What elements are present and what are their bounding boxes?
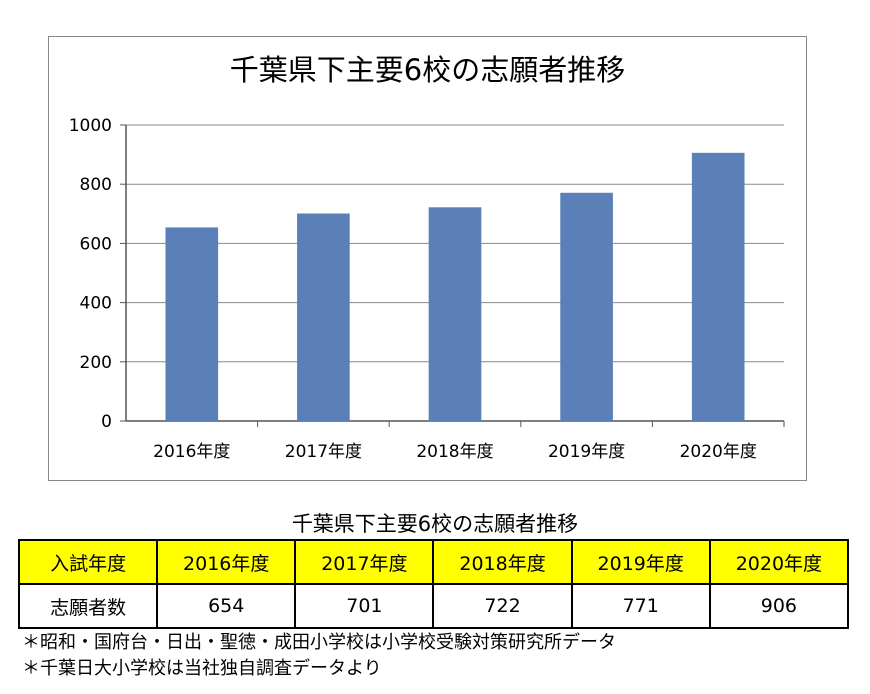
y-tick-label: 800	[80, 175, 112, 195]
value-cell-2019: 771	[570, 583, 711, 629]
value-cell-2016: 654	[156, 583, 297, 629]
chart-title: 千葉県下主要6校の志願者推移	[229, 53, 626, 87]
data-table: 入試年度 2016年度 2017年度 2018年度 2019年度 2020年度 …	[17, 539, 850, 629]
note-source-research: ＊昭和・国府台・日出・聖徳・成田小学校は小学校受験対策研究所データ	[22, 632, 616, 653]
table-title: 千葉県下主要6校の志願者推移	[291, 512, 579, 536]
x-tick-label: 2017年度	[285, 442, 362, 462]
y-tick-label: 200	[80, 353, 112, 373]
x-tick-label: 2020年度	[680, 442, 757, 462]
note-source-own-survey: ＊千葉日大小学校は当社独自調査データより	[22, 658, 382, 679]
header-cell-2020: 2020年度	[708, 539, 850, 585]
table-header-row: 入試年度 2016年度 2017年度 2018年度 2019年度 2020年度	[17, 539, 850, 585]
header-cell-exam-year: 入試年度	[17, 539, 159, 585]
bar	[428, 207, 482, 421]
header-cell-2019: 2019年度	[570, 539, 711, 585]
value-cell-2017: 701	[294, 583, 435, 629]
bar	[297, 213, 350, 421]
bar	[165, 227, 219, 421]
y-tick-label: 600	[80, 234, 112, 254]
bar	[691, 152, 745, 421]
value-cell-2020: 906	[708, 583, 850, 629]
value-cell-2018: 722	[432, 583, 573, 629]
x-tick-label: 2016年度	[153, 442, 230, 462]
bar-chart: 0 200 400 600 800 1000 2016年度 2017年度 2018年度 2019年…	[69, 116, 785, 462]
y-tick-label: 1000	[69, 116, 112, 136]
y-tick-label: 400	[80, 294, 112, 314]
row-label-applicants: 志願者数	[17, 583, 159, 629]
x-tick-label: 2019年度	[548, 442, 625, 462]
header-cell-2018: 2018年度	[432, 539, 573, 585]
header-cell-2016: 2016年度	[156, 539, 297, 585]
header-cell-2017: 2017年度	[294, 539, 435, 585]
y-tick-label: 0	[101, 412, 112, 432]
table-value-row: 志願者数 654 701 722 771 906	[17, 583, 850, 629]
bar	[560, 192, 613, 421]
x-tick-label: 2018年度	[416, 442, 493, 462]
